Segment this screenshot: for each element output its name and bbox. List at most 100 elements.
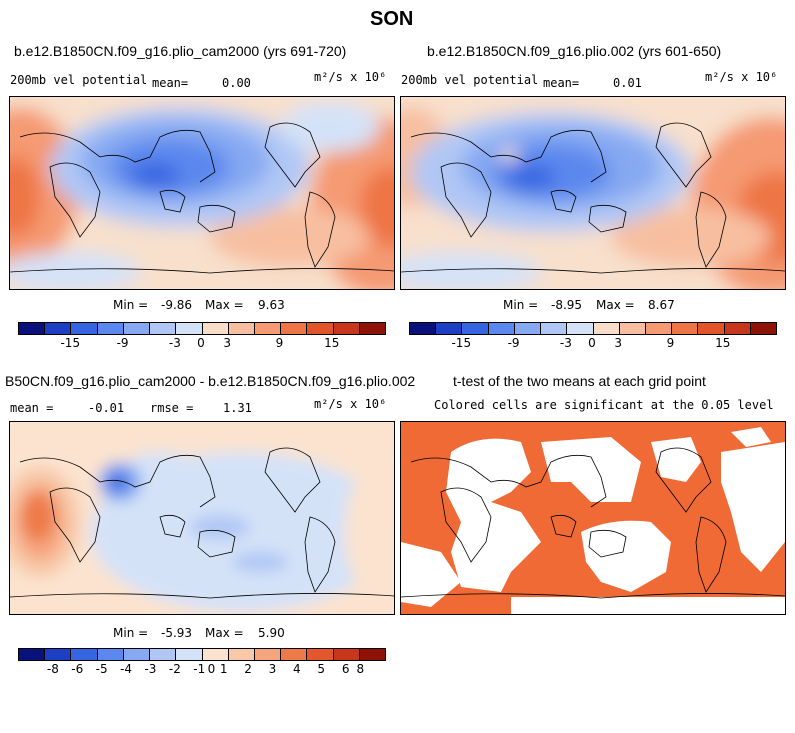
colorbar-cell (19, 649, 46, 660)
max-value-bottom-left: 5.90 (258, 626, 285, 640)
map-top-left (9, 96, 395, 290)
colorbar-tick-label: -9 (507, 336, 520, 350)
colorbar-tick-label: 9 (666, 336, 675, 350)
colorbar-cell (281, 649, 308, 660)
min-value-bottom-left: -5.93 (161, 626, 193, 640)
colorbar-tick-label: 0 (197, 336, 205, 350)
min-value-top-right: -8.95 (551, 298, 583, 312)
colorbar-tick-label: -6 (71, 662, 84, 676)
max-value-top-left: 9.63 (258, 298, 285, 312)
colorbar-tick-label: 9 (275, 336, 284, 350)
colorbar-cell (150, 649, 177, 660)
colorbar-tick-label: 3 (223, 336, 231, 350)
colorbar-cell (593, 323, 620, 334)
nonsignificant-regions (401, 427, 785, 614)
colorbar-cell (176, 649, 203, 660)
colorbar-tick-label: 3 (268, 662, 277, 676)
contour-fill-top-right (401, 97, 785, 289)
max-value-top-right: 8.67 (648, 298, 675, 312)
mean-label-top-right: mean= (543, 76, 580, 90)
colorbar-cell (45, 649, 72, 660)
max-label-top-left: Max = (205, 298, 244, 312)
page-title: SON (370, 8, 414, 30)
colorbar-tick-label: -3 (168, 336, 181, 350)
units-top-right: m²/s x 10⁶ (705, 70, 778, 84)
colorbar-tick-label: -9 (116, 336, 129, 350)
colorbar-cell (71, 649, 98, 660)
panel-title-bottom-right: t-test of the two means at each grid poi… (453, 373, 706, 389)
colorbar-cell (698, 323, 725, 334)
colorbar-tick-label: -8 (46, 662, 59, 676)
contour-fill-top-left (10, 97, 394, 289)
colorbar-tick-label: -4 (120, 662, 133, 676)
min-value-top-left: -9.86 (161, 298, 193, 312)
colorbar-tick-label: 0 (588, 336, 596, 350)
colorbar-tick-label: 2 (244, 662, 252, 676)
panel-title-top-left: b.e12.B1850CN.f09_g16.plio_cam2000 (yrs … (14, 43, 347, 59)
max-label-bottom-left: Max = (205, 626, 244, 640)
coastlines-top-left (10, 122, 394, 274)
field-label-top-left: 200mb vel potential (10, 73, 148, 87)
colorbar-tick-label: 8 (356, 662, 365, 676)
colorbar-cell (176, 323, 203, 334)
colorbar-top-left (18, 322, 386, 335)
map-bottom-right (400, 421, 786, 615)
colorbar-cell (541, 323, 568, 334)
colorbar-cell (359, 323, 386, 334)
colorbar-cell (645, 323, 673, 334)
min-label-top-left: Min = (113, 298, 149, 312)
units-bottom-left: m²/s x 10⁶ (314, 397, 387, 411)
colorbar-cell (333, 649, 360, 660)
mean-label-top-left: mean= (152, 76, 189, 90)
colorbar-tick-label: -15 (60, 336, 81, 350)
colorbar-tick-label: -3 (144, 662, 157, 676)
colorbar-tick-label: 5 (317, 662, 326, 676)
units-top-left: m²/s x 10⁶ (314, 70, 387, 84)
colorbar-cell (254, 649, 282, 660)
colorbar-tick-label: 6 (341, 662, 350, 676)
colorbar-cell (97, 323, 124, 334)
colorbar-cell (462, 323, 489, 334)
colorbar-cell (228, 649, 255, 660)
colorbar-cell (672, 323, 699, 334)
panel-subtitle-bottom-right: Colored cells are significant at the 0.0… (434, 398, 774, 412)
colorbar-tick-label: 3 (614, 336, 622, 350)
colorbar-cell (45, 323, 72, 334)
colorbar-cell (750, 323, 777, 334)
map-top-right (400, 96, 786, 290)
coastlines-top-right (401, 122, 785, 274)
colorbar-cell (254, 323, 282, 334)
colorbar-cell (281, 323, 308, 334)
colorbar-cell (228, 323, 255, 334)
colorbar-cell (333, 323, 360, 334)
panel-title-bottom-left: B50CN.f09_g16.plio_cam2000 - b.e12.B1850… (5, 373, 416, 389)
colorbar-tick-label: -2 (168, 662, 181, 676)
colorbar-cell (410, 323, 437, 334)
colorbar-tick-label: 15 (715, 336, 731, 350)
colorbar-tick-label: -5 (95, 662, 108, 676)
mean-value-top-right: 0.01 (613, 76, 642, 90)
colorbar-cell (202, 649, 229, 660)
colorbar-cell (619, 323, 646, 334)
colorbar-cell (567, 323, 594, 334)
colorbar-tick-label: 0 (207, 662, 216, 676)
colorbar-top-right (409, 322, 777, 335)
colorbar-tick-label: -3 (559, 336, 572, 350)
min-label-top-right: Min = (503, 298, 539, 312)
map-bottom-left (9, 421, 395, 615)
colorbar-bottom-left (18, 648, 386, 661)
mean-value-top-left: 0.00 (222, 76, 251, 90)
colorbar-tick-label: -1 (193, 662, 206, 676)
min-label-bottom-left: Min = (113, 626, 149, 640)
colorbar-tick-label: 1 (219, 662, 228, 676)
colorbar-cell (307, 323, 334, 334)
mean-label-bottom-left: mean = (10, 401, 54, 415)
contour-fill-bottom-left (10, 422, 394, 614)
colorbar-cell (123, 323, 151, 334)
colorbar-cell (97, 649, 124, 660)
colorbar-tick-label: 15 (324, 336, 340, 350)
colorbar-cell (202, 323, 229, 334)
max-label-top-right: Max = (596, 298, 635, 312)
colorbar-cell (307, 649, 334, 660)
colorbar-tick-label: 4 (293, 662, 301, 676)
